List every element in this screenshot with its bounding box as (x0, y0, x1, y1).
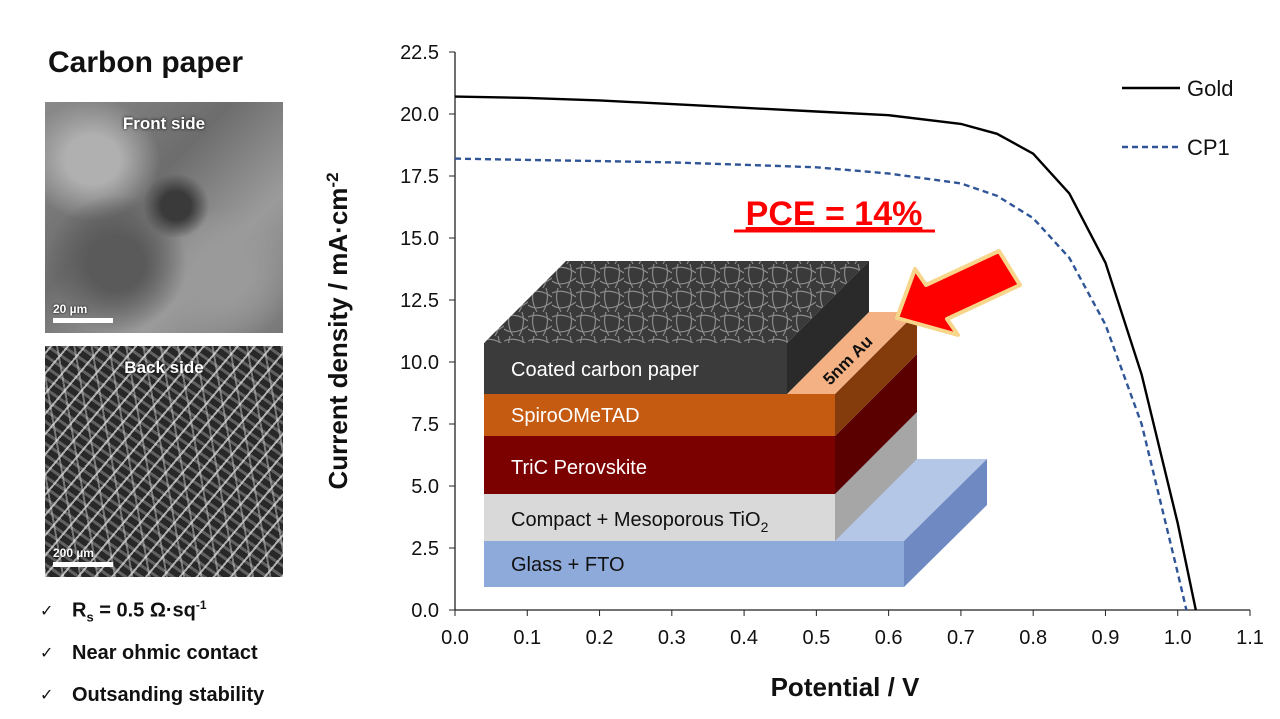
chart-axes: 0.0 0.1 0.2 0.3 0.4 0.5 0.6 0.7 0.8 0.9 1.0 1.1 0.0 2… (323, 42, 1264, 702)
x-tick-label: 1.1 (1236, 627, 1264, 649)
y-axis-label: Current density / mA·cm-2 (323, 172, 353, 489)
front-side-label: Front side (122, 114, 206, 133)
y-tick-label: 2.5 (411, 538, 439, 560)
tio2-layer-side (835, 412, 917, 541)
carbon-paper-front (484, 343, 787, 394)
x-tick-label: 0.7 (947, 627, 975, 649)
carbon-paper-side (787, 261, 869, 394)
chart-legend: Gold CP1 (1122, 76, 1233, 160)
back-scale-label: 200 µm (53, 546, 94, 560)
checklist-item-resistance: ✓ Rs = 0.5 Ω·sq-1 (40, 590, 264, 632)
y-tick-label: 12.5 (400, 290, 439, 312)
sem-image-back-side: Back side 200 µm (45, 346, 283, 577)
glass-layer-front (484, 541, 904, 587)
layer-label-perovskite: TriC Perovskite (511, 457, 647, 479)
front-scale-label: 20 µm (53, 302, 88, 316)
perovskite-layer-side (835, 354, 917, 494)
series-line-gold (454, 95, 1197, 611)
x-tick-label: 0.0 (441, 627, 469, 649)
carbon-paper-top (484, 261, 869, 343)
arrow-icon (895, 249, 1022, 337)
sem-image-front-side: Front side 20 µm (45, 102, 283, 333)
property-checklist: ✓ Rs = 0.5 Ω·sq-1 ✓ Near ohmic contact ✓… (40, 590, 264, 716)
ohmic-text: Near ohmic contact (72, 641, 258, 664)
back-scale-bar: 200 µm (53, 546, 113, 567)
tio2-layer-front (484, 494, 835, 541)
x-tick-label: 1.0 (1164, 627, 1192, 649)
y-tick-label: 20.0 (400, 104, 439, 126)
x-tick-label: 0.9 (1092, 627, 1120, 649)
check-icon: ✓ (40, 603, 54, 620)
legend-label-cp1: CP1 (1187, 135, 1230, 160)
y-tick-label: 22.5 (400, 42, 439, 64)
pce-annotation: PCE = 14% (746, 195, 923, 233)
x-tick-label: 0.5 (802, 627, 830, 649)
spiro-layer-front (484, 394, 835, 436)
resistance-text: Rs = 0.5 Ω·sq-1 (72, 597, 207, 625)
x-tick-label: 0.6 (875, 627, 903, 649)
x-tick-label: 0.2 (586, 627, 614, 649)
x-tick-label: 0.1 (513, 627, 541, 649)
gold-layer-top (787, 312, 917, 394)
check-icon: ✓ (40, 687, 54, 704)
device-stack-diagram: Coated carbon paper SpiroOMeTAD TriC Per… (484, 249, 1022, 587)
layer-label-tio2: Compact + Mesoporous TiO2 (511, 509, 769, 535)
layer-label-spiro: SpiroOMeTAD (511, 405, 640, 427)
x-tick-label: 0.8 (1019, 627, 1047, 649)
check-icon: ✓ (40, 645, 54, 662)
y-tick-label: 0.0 (411, 600, 439, 622)
checklist-item-stability: ✓ Outsanding stability (40, 674, 264, 716)
y-tick-label: 10.0 (400, 352, 439, 374)
layer-label-carbon: Coated carbon paper (511, 359, 699, 381)
glass-layer-side (904, 459, 987, 587)
x-axis-label: Potential / V (771, 672, 920, 702)
y-tick-label: 7.5 (411, 414, 439, 436)
x-tick-label: 0.3 (658, 627, 686, 649)
perovskite-layer-front (484, 436, 835, 494)
checklist-item-ohmic: ✓ Near ohmic contact (40, 632, 264, 674)
y-tick-label: 15.0 (400, 228, 439, 250)
legend-label-gold: Gold (1187, 76, 1233, 101)
chart-series (454, 95, 1197, 611)
front-scale-bar: 20 µm (53, 302, 113, 323)
stability-text: Outsanding stability (72, 683, 265, 706)
layer-label-glass: Glass + FTO (511, 554, 625, 576)
left-panel-title: Carbon paper (48, 46, 244, 79)
y-tick-label: 17.5 (400, 166, 439, 188)
back-side-label: Back side (124, 358, 204, 377)
y-tick-label: 5.0 (411, 476, 439, 498)
spiro-layer-side (835, 312, 917, 436)
x-tick-label: 0.4 (730, 627, 758, 649)
